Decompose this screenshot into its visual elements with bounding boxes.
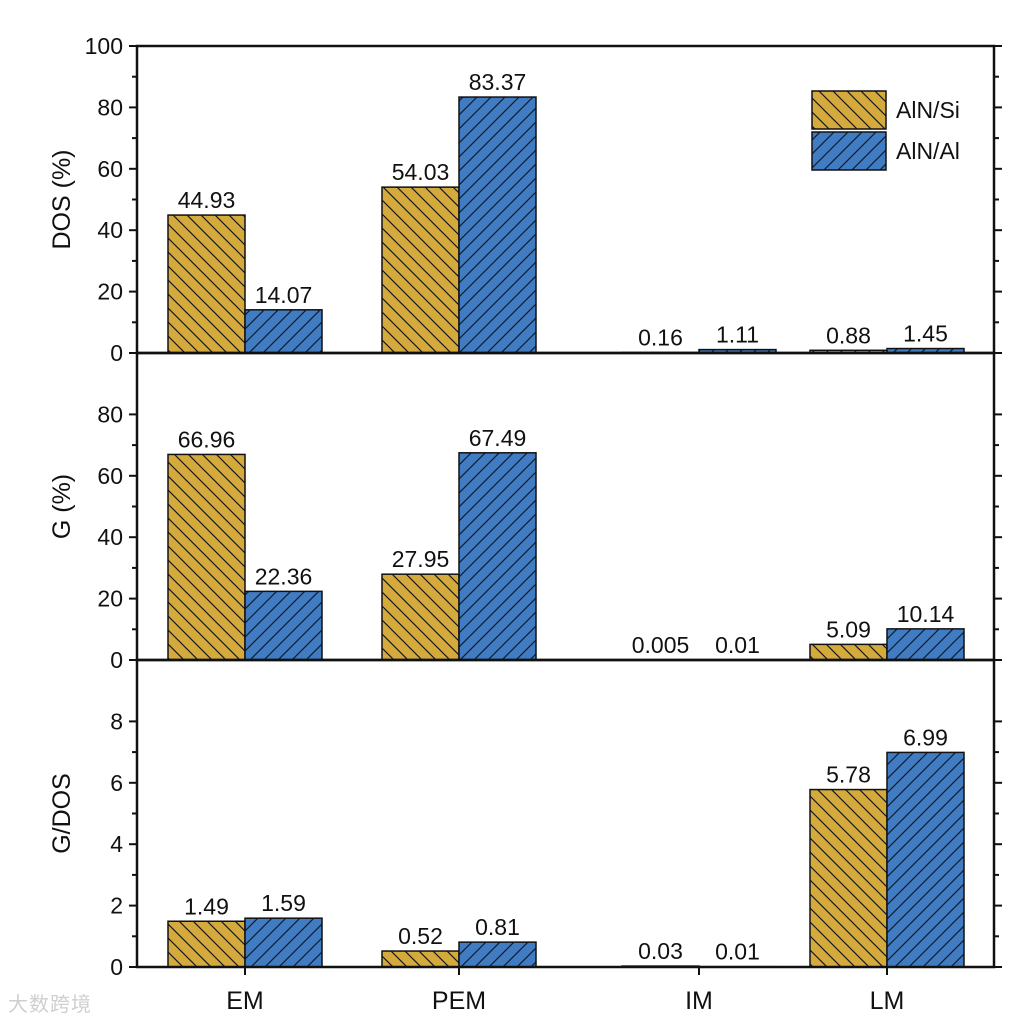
- y-tick-label: 40: [97, 217, 123, 243]
- bar-g-aln-si-pem: [381, 573, 460, 661]
- data-label: 10.14: [897, 601, 955, 627]
- legend-label: AlN/Al: [896, 138, 960, 164]
- bar-gdos-aln-si-pem: [381, 950, 460, 968]
- bar-dos-aln-si-pem: [381, 186, 460, 354]
- y-tick-label: 40: [97, 524, 123, 550]
- data-label: 0.81: [475, 914, 520, 940]
- data-label: 22.36: [255, 563, 313, 589]
- y-tick-label: 20: [97, 586, 123, 612]
- bar-g-aln-al-pem: [458, 452, 537, 661]
- y-tick-label: 100: [85, 33, 123, 59]
- bar-gdos-aln-al-lm: [886, 751, 965, 968]
- y-tick-label: 60: [97, 156, 123, 182]
- bar-dos-aln-al-pem: [458, 96, 537, 354]
- data-label: 54.03: [392, 159, 450, 185]
- y-tick-label: 0: [110, 954, 123, 980]
- y-tick-label: 6: [110, 770, 123, 796]
- bar-gdos-aln-al-em: [244, 917, 323, 968]
- data-label: 0.01: [715, 939, 760, 965]
- data-label: 6.99: [903, 724, 948, 750]
- data-label: 44.93: [178, 187, 236, 213]
- y-tick-label: 0: [110, 647, 123, 673]
- data-label: 5.09: [826, 616, 871, 642]
- y-tick-label: 4: [110, 831, 123, 857]
- legend-label: AlN/Si: [896, 97, 960, 123]
- panel-frame: [135, 658, 996, 969]
- data-label: 66.96: [178, 426, 236, 452]
- bar-dos-aln-si-em: [167, 214, 246, 354]
- data-label: 1.59: [261, 890, 306, 916]
- y-axis-label: G (%): [48, 474, 76, 539]
- bar-dos-aln-al-em: [244, 309, 323, 354]
- y-tick-label: 2: [110, 893, 123, 919]
- data-label: 0.03: [638, 938, 683, 964]
- watermark: 大数跨境: [8, 992, 92, 1016]
- data-label: 14.07: [255, 282, 313, 308]
- bar-gdos-aln-si-em: [167, 920, 246, 968]
- legend-swatch: [811, 131, 887, 171]
- data-label: 0.005: [632, 632, 690, 658]
- x-tick-label: LM: [870, 987, 905, 1015]
- bar-gdos-aln-si-lm: [809, 788, 888, 968]
- y-tick-label: 20: [97, 279, 123, 305]
- x-tick-label: EM: [226, 987, 264, 1015]
- data-label: 83.37: [469, 69, 527, 95]
- data-label: 0.01: [715, 632, 760, 658]
- y-axis-label: G/DOS: [48, 773, 76, 854]
- data-label: 5.78: [826, 762, 871, 788]
- bar-gdos-aln-al-pem: [458, 941, 537, 968]
- bar-g-aln-si-em: [167, 453, 246, 661]
- y-tick-label: 8: [110, 708, 123, 734]
- data-label: 1.11: [716, 322, 759, 348]
- y-axis-label: DOS (%): [48, 150, 76, 250]
- bar-g-aln-al-em: [244, 590, 323, 661]
- data-label: 67.49: [469, 425, 527, 451]
- y-tick-label: 80: [97, 401, 123, 427]
- y-tick-label: 80: [97, 94, 123, 120]
- data-label: 1.49: [184, 893, 229, 919]
- data-label: 0.88: [826, 322, 871, 348]
- bar-g-aln-al-lm: [886, 628, 965, 661]
- bar-g-aln-si-lm: [809, 643, 888, 661]
- legend-swatch: [811, 90, 887, 130]
- data-label: 0.16: [638, 325, 683, 351]
- y-tick-label: 60: [97, 463, 123, 489]
- y-tick-label: 0: [110, 340, 123, 366]
- data-label: 1.45: [903, 321, 948, 347]
- x-tick-label: IM: [685, 987, 713, 1015]
- x-tick-label: PEM: [432, 987, 486, 1015]
- data-label: 0.52: [398, 923, 443, 949]
- data-label: 27.95: [392, 546, 450, 572]
